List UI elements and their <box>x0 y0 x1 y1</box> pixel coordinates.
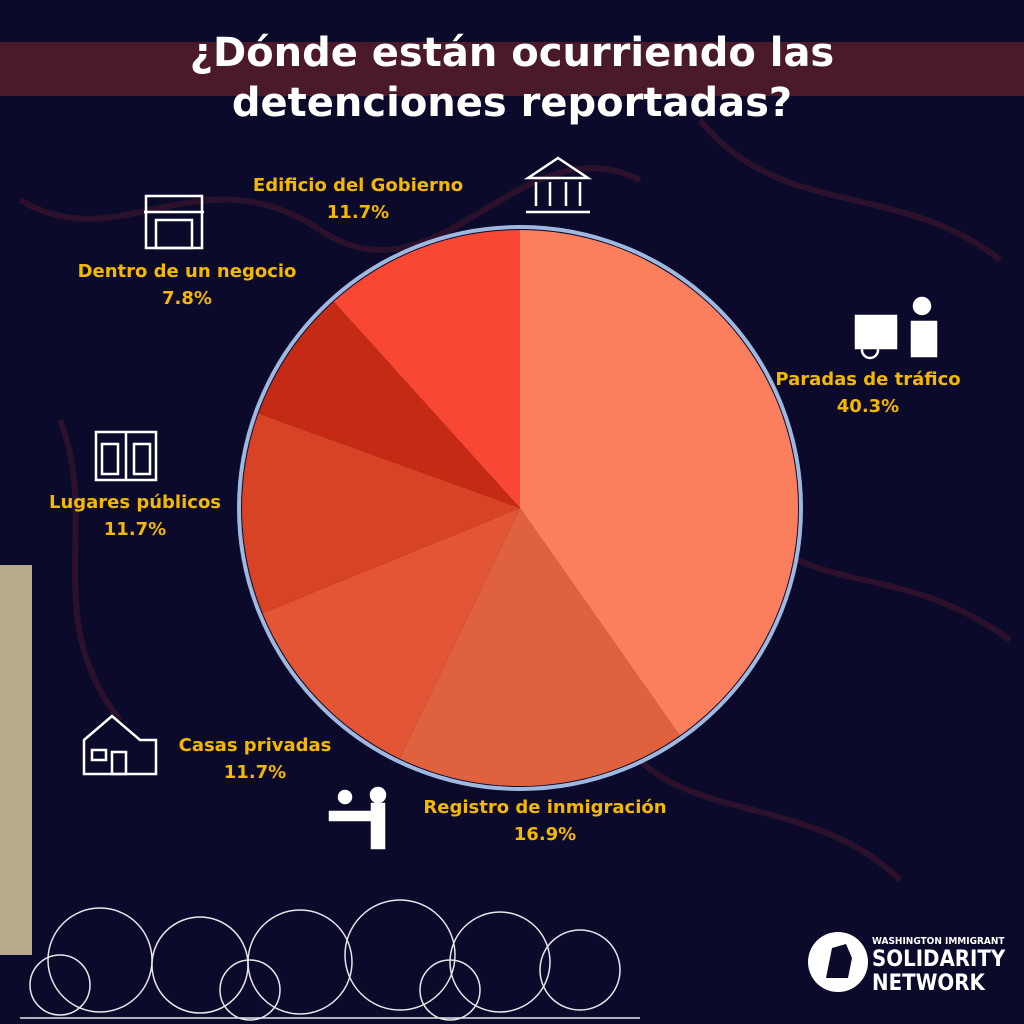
logo: WASHINGTON IMMIGRANT SOLIDARITY NETWORK <box>808 932 1006 996</box>
logo-line: WASHINGTON IMMIGRANT <box>872 936 1005 947</box>
slice-value: 40.3% <box>837 396 899 417</box>
registration-icon <box>328 786 387 850</box>
chart-title: ¿Dónde están ocurriendo las detenciones … <box>189 30 835 126</box>
pie-slice <box>262 508 520 759</box>
slice-label: Registro de inmigración <box>423 797 666 818</box>
slice-label: Edificio del Gobierno <box>253 175 463 196</box>
pie-slice <box>241 413 520 614</box>
box-edge <box>0 565 32 955</box>
pie-slice <box>258 301 520 508</box>
title-band <box>0 42 1024 96</box>
slice-label: Paradas de tráfico <box>775 369 960 390</box>
slice-value: 11.7% <box>104 519 166 540</box>
logo-line: SOLIDARITY <box>872 947 1006 972</box>
slice-value: 11.7% <box>224 762 286 783</box>
pie <box>241 230 798 786</box>
traffic-icon <box>854 296 938 360</box>
logo-fist <box>826 944 852 978</box>
icons <box>82 156 938 850</box>
slice-label: Dentro de un negocio <box>78 261 297 282</box>
pie-slice <box>333 230 520 508</box>
government-icon <box>523 156 593 214</box>
gas-icon <box>94 430 158 482</box>
logo-line: NETWORK <box>872 971 985 996</box>
barbed-wire <box>20 899 640 1021</box>
slice-label: Casas privadas <box>179 735 332 756</box>
pie-ring <box>237 225 803 791</box>
pie-slice <box>520 230 798 736</box>
slice-value: 16.9% <box>514 824 576 845</box>
shop-icon <box>144 194 204 250</box>
slice-value: 7.8% <box>162 288 212 309</box>
pie-slice <box>399 508 680 786</box>
house-icon <box>82 714 158 776</box>
slice-value: 11.7% <box>327 202 389 223</box>
slice-label: Lugares públicos <box>49 492 221 513</box>
